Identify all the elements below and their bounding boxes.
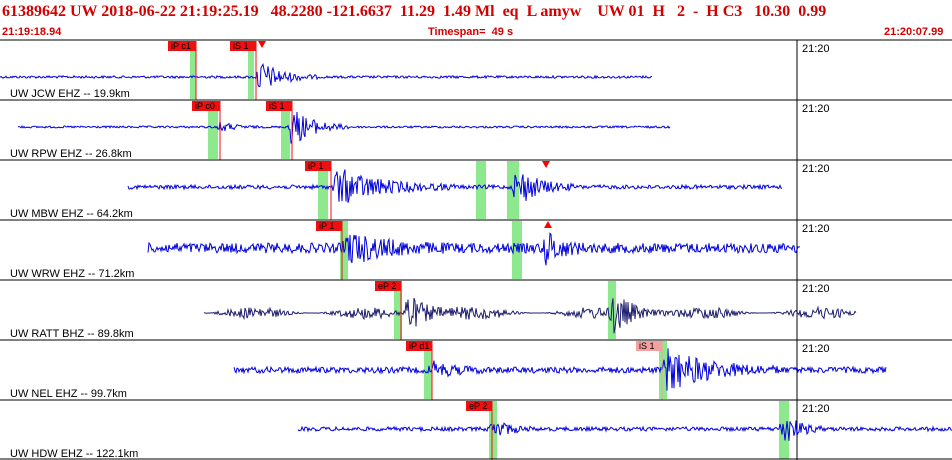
seismic-trace [147,232,801,266]
channel-row: 21:20 eP 2 UW HDW EHZ -- 122.1km [0,399,952,460]
minute-label: 21:20 [802,223,830,235]
arrival-window [281,101,290,159]
minute-label: 21:20 [802,43,830,55]
seismic-trace [127,169,783,203]
arrival-window [659,341,667,399]
pick-label: iP c0 [195,101,215,111]
minute-label: 21:20 [802,283,830,295]
minute-label: 21:20 [802,343,830,355]
channel-label: UW RATT BHZ -- 89.8km [10,328,134,340]
channel-label: UW MBW EHZ -- 64.2km [10,208,133,220]
arrival-window [190,41,196,99]
pick-box [168,41,196,51]
pick-label: iS 1 [269,101,285,111]
pick-label: iS 1 [639,341,655,351]
pick-box [266,101,292,111]
channel-label: UW HDW EHZ -- 122.1km [10,448,138,460]
pick-label: iP d1 [409,341,429,351]
channel-row: 21:20 iP 1 UW WRW EHZ -- 71.2km [0,219,952,280]
seismic-trace [297,420,952,441]
arrival-window [476,161,486,219]
pick-box [466,401,492,411]
seismic-trace [17,111,671,144]
channel-row: 21:20 iP c1 iS 1 UW JCW EHZ -- 19.9km [0,39,952,100]
arrival-window [248,41,254,99]
pick-box [375,281,401,291]
amplitude-marker [542,161,550,168]
minute-label: 21:20 [802,103,830,115]
seismic-trace [203,297,857,334]
pick-box [316,221,342,231]
event-header: 61389642 UW 2018-06-22 21:19:25.19 48.22… [0,0,952,40]
channel-label: UW NEL EHZ -- 99.7km [10,388,127,400]
event-summary: 61389642 UW 2018-06-22 21:19:25.19 48.22… [2,3,827,20]
channel-label: UW WRW EHZ -- 71.2km [10,268,134,280]
seismic-trace [233,348,887,391]
pick-label: iP 1 [319,221,334,231]
channel-row: 21:20 iP d1 iS 1 UW NEL EHZ -- 99.7km [0,339,952,400]
minute-label: 21:20 [802,403,830,415]
channel-label: UW RPW EHZ -- 26.8km [10,148,132,160]
start-time: 21:19:18.94 [2,26,62,38]
arrival-window [489,401,497,459]
arrival-window [394,281,402,339]
pick-label: iS 1 [233,41,249,51]
pick-label: eP 2 [378,281,396,291]
channel-label: UW JCW EHZ -- 19.9km [10,88,130,100]
pick-label: iP 1 [308,161,323,171]
amplitude-marker [544,221,552,228]
amplitude-marker [258,41,266,48]
seismic-trace [0,63,652,88]
arrival-window [208,101,218,159]
pick-box [636,341,662,351]
minute-label: 21:20 [802,163,830,175]
pick-box [406,341,432,351]
pick-label: iP c1 [171,41,191,51]
pick-box [230,41,256,51]
end-time: 21:20:07.99 [884,26,944,38]
pick-label: eP 2 [469,401,487,411]
channel-row: 21:20 iP c0 iS 1 UW RPW EHZ -- 26.8km [0,99,952,160]
channel-row: 21:20 iP 1 UW MBW EHZ -- 64.2km [0,159,952,220]
arrival-window [318,161,328,219]
pick-box [192,101,220,111]
pick-box [305,161,331,171]
timespan: Timespan= 49 s [428,26,514,38]
channel-row: 21:20 eP 2 UW RATT BHZ -- 89.8km [0,279,952,340]
